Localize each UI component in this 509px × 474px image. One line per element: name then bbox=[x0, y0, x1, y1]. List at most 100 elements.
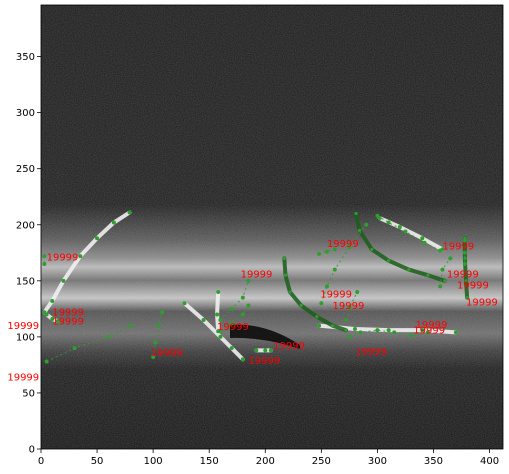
track-point bbox=[78, 254, 83, 259]
annotation-label: 19999 bbox=[320, 290, 352, 301]
track-point bbox=[443, 279, 447, 283]
track-line-dark bbox=[462, 236, 470, 300]
track-point bbox=[375, 213, 380, 218]
track-point bbox=[229, 306, 234, 311]
track-point bbox=[375, 328, 380, 333]
track-point bbox=[330, 324, 335, 328]
track-point bbox=[397, 225, 402, 229]
track-point bbox=[55, 319, 60, 324]
y-tick-label: 0 bbox=[29, 445, 35, 456]
track-point bbox=[42, 254, 47, 259]
track-point bbox=[324, 249, 329, 254]
annotation-label: 19999 bbox=[466, 297, 498, 308]
track-point bbox=[352, 327, 357, 332]
retina-dip bbox=[230, 324, 300, 349]
annotation-label: 19999 bbox=[333, 301, 365, 312]
track-point bbox=[324, 284, 329, 289]
track-point bbox=[127, 210, 132, 215]
annotation-label: 19999 bbox=[416, 320, 448, 331]
track-point bbox=[218, 329, 223, 334]
axes: 0 50 100 150 200 250 300 350 400 0 50 100 150 200 250… bbox=[16, 4, 504, 467]
annotation-label: 19999 bbox=[217, 322, 249, 333]
track-point bbox=[240, 357, 245, 362]
track-point bbox=[403, 229, 408, 234]
y-tick-label: 200 bbox=[16, 220, 35, 231]
track-point bbox=[370, 247, 374, 252]
track-point bbox=[299, 303, 303, 308]
annotation-label: 19999 bbox=[413, 326, 445, 337]
track-point bbox=[182, 301, 187, 306]
track-point bbox=[218, 318, 223, 323]
track-point bbox=[128, 323, 133, 328]
x-tick-label: 150 bbox=[200, 456, 219, 467]
track-point bbox=[61, 278, 66, 283]
track-point bbox=[282, 256, 286, 260]
track-point bbox=[151, 355, 156, 360]
track-point bbox=[438, 248, 443, 253]
track-point bbox=[240, 295, 245, 300]
annotation-label: 19999 bbox=[7, 321, 39, 332]
track-point bbox=[438, 284, 443, 289]
x-axis: 0 50 100 150 200 250 300 350 400 bbox=[38, 449, 499, 467]
track-point bbox=[462, 262, 467, 266]
x-tick-label: 100 bbox=[144, 456, 163, 467]
track-point bbox=[425, 330, 430, 335]
track-point bbox=[357, 228, 362, 232]
track-point bbox=[422, 240, 427, 245]
track-point bbox=[283, 273, 288, 277]
annotation-label: 19999 bbox=[52, 308, 84, 319]
track-point bbox=[111, 220, 116, 225]
track-point bbox=[50, 316, 55, 321]
track-point bbox=[240, 312, 245, 317]
track-point bbox=[254, 348, 259, 353]
track-point bbox=[263, 348, 268, 353]
track-point bbox=[387, 259, 391, 263]
track-point bbox=[354, 211, 358, 216]
track-point bbox=[440, 267, 445, 272]
x-tick-label: 300 bbox=[368, 456, 387, 467]
track-point bbox=[332, 247, 337, 252]
track-point bbox=[229, 321, 234, 326]
track-line-green bbox=[377, 215, 441, 252]
track-point bbox=[462, 238, 467, 243]
y-tick-label: 300 bbox=[16, 108, 35, 119]
y-tick-label: 350 bbox=[16, 52, 35, 63]
y-tick-label: 50 bbox=[22, 388, 35, 399]
annotation-label: 19999 bbox=[52, 317, 84, 328]
track-line-green bbox=[219, 280, 250, 321]
track-point bbox=[44, 359, 49, 364]
track-line-green bbox=[220, 305, 249, 332]
track-point bbox=[465, 296, 469, 300]
track-point bbox=[464, 279, 468, 283]
track-point bbox=[420, 328, 425, 333]
track-point bbox=[347, 305, 352, 310]
background-noise bbox=[41, 5, 503, 449]
track-point bbox=[106, 334, 111, 339]
track-point bbox=[42, 262, 47, 266]
track-layer bbox=[42, 210, 470, 364]
track-point bbox=[355, 290, 360, 295]
track-point bbox=[448, 256, 453, 261]
track-point bbox=[386, 220, 391, 225]
annotation-label: 19999 bbox=[248, 356, 280, 367]
track-point bbox=[288, 290, 292, 294]
track-point bbox=[153, 340, 158, 345]
x-tick-label: 250 bbox=[312, 456, 331, 467]
track-point bbox=[95, 236, 100, 241]
annotation-label: 19999 bbox=[241, 269, 273, 280]
y-tick-label: 250 bbox=[16, 164, 35, 175]
annotation-label: 19999 bbox=[273, 341, 305, 352]
track-point bbox=[364, 222, 369, 227]
track-point bbox=[44, 312, 49, 317]
y-tick-label: 100 bbox=[16, 332, 35, 343]
track-point bbox=[160, 310, 165, 315]
track-point bbox=[315, 315, 319, 319]
track-point bbox=[246, 303, 251, 308]
annotation-label: 19999 bbox=[327, 239, 359, 250]
track-point bbox=[344, 318, 349, 323]
track-point bbox=[453, 330, 458, 335]
annotation-label: 19999 bbox=[355, 347, 387, 358]
track-point bbox=[72, 346, 77, 351]
track-point bbox=[344, 328, 348, 332]
